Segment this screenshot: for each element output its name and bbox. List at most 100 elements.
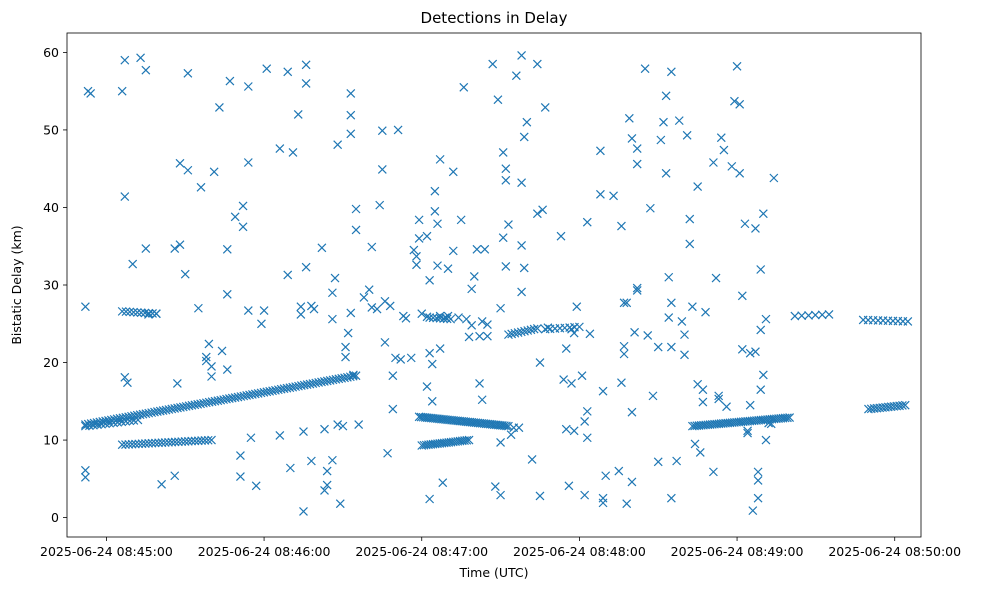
data-point <box>335 499 345 509</box>
data-point <box>359 292 369 302</box>
data-point <box>327 455 337 465</box>
data-point <box>425 348 435 358</box>
data-point <box>758 370 768 380</box>
data-point <box>448 246 458 256</box>
data-point <box>338 421 348 431</box>
data-point <box>627 477 637 487</box>
data-point <box>559 375 569 385</box>
data-point <box>685 214 695 224</box>
data-point <box>377 165 387 174</box>
data-point <box>501 175 511 185</box>
data-point <box>288 147 298 157</box>
data-point <box>609 191 618 201</box>
data-point <box>695 448 705 457</box>
data-point <box>624 113 634 123</box>
data-point <box>259 306 269 316</box>
y-axis-label: Bistatic Delay (km) <box>9 225 24 344</box>
data-point <box>380 337 390 347</box>
data-point <box>187 436 197 446</box>
data-point <box>498 233 508 243</box>
data-point <box>246 433 256 443</box>
data-point <box>745 348 755 358</box>
data-point <box>129 307 138 317</box>
data-point <box>351 204 361 214</box>
data-point <box>664 313 674 322</box>
data-point <box>785 413 795 423</box>
data-point <box>619 349 629 359</box>
data-point <box>577 371 587 381</box>
data-point <box>632 286 642 295</box>
data-point <box>346 89 356 98</box>
data-point <box>301 60 311 70</box>
data-point <box>617 378 626 388</box>
data-point <box>412 251 421 261</box>
data-point <box>751 347 760 357</box>
data-point <box>540 103 550 112</box>
y-tick-label: 30 <box>43 278 59 293</box>
data-point <box>425 275 435 285</box>
data-point <box>401 313 411 323</box>
data-point <box>225 76 235 86</box>
data-point <box>522 117 532 127</box>
data-point <box>477 395 487 405</box>
data-point <box>532 323 542 333</box>
data-point <box>824 310 834 319</box>
x-axis: 2025-06-24 08:45:00 2025-06-24 08:46:00 20… <box>40 537 961 559</box>
data-point <box>517 241 527 250</box>
data-point <box>897 401 907 410</box>
data-point <box>464 435 474 445</box>
data-point <box>322 466 332 476</box>
data-point <box>306 456 316 466</box>
x-axis-label: Time (UTC) <box>458 565 528 580</box>
data-point <box>580 490 590 500</box>
y-tick-label: 40 <box>43 200 59 215</box>
data-point <box>425 494 435 504</box>
data-point <box>666 67 676 77</box>
data-point <box>275 431 285 440</box>
data-point <box>790 311 800 321</box>
data-point <box>121 440 130 449</box>
y-tick-label: 50 <box>43 122 59 137</box>
data-point <box>367 242 377 252</box>
data-point <box>183 165 193 175</box>
data-point <box>511 71 521 81</box>
data-point <box>687 302 697 312</box>
data-point <box>348 371 358 381</box>
data-point <box>117 306 127 316</box>
y-tick-label: 20 <box>43 355 59 370</box>
data-point <box>137 439 147 449</box>
data-point <box>180 269 190 279</box>
data-point <box>393 125 403 135</box>
data-point <box>207 361 216 371</box>
data-point <box>257 319 266 329</box>
data-point <box>367 303 377 312</box>
data-point <box>412 260 421 270</box>
data-point <box>517 51 527 60</box>
data-point <box>751 223 760 233</box>
data-point <box>475 331 484 341</box>
data-point <box>708 158 718 167</box>
data-point <box>595 146 605 156</box>
data-point <box>758 209 768 219</box>
data-point <box>251 481 261 491</box>
data-point <box>632 144 642 153</box>
data-point <box>435 311 445 321</box>
data-point <box>86 89 96 98</box>
data-point <box>214 103 224 112</box>
data-point <box>810 310 820 320</box>
data-point <box>661 91 671 101</box>
data-point <box>561 344 571 354</box>
data-point <box>714 391 724 401</box>
data-point <box>200 435 210 445</box>
data-point <box>293 109 303 119</box>
data-point <box>327 288 337 298</box>
data-point <box>330 273 340 283</box>
data-point <box>222 244 232 254</box>
data-point <box>619 298 629 308</box>
data-point <box>123 378 132 388</box>
data-point <box>207 435 216 445</box>
data-point <box>693 182 703 191</box>
data-point <box>622 499 632 509</box>
data-markers <box>80 51 913 516</box>
data-point <box>490 482 500 492</box>
